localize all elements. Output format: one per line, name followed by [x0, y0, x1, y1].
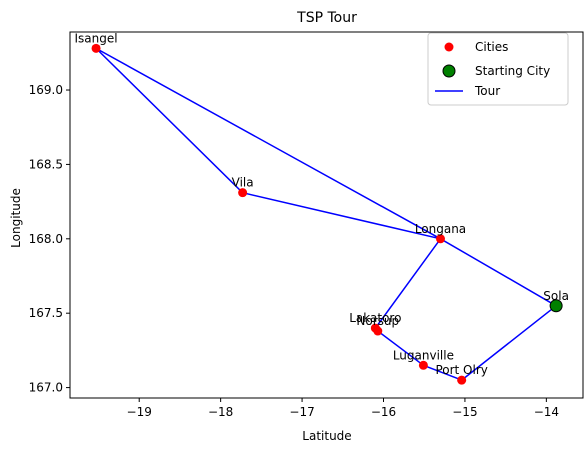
city-label: Port Olry: [435, 363, 487, 377]
y-tick-label: 168.0: [29, 232, 63, 246]
x-tick-label: −17: [289, 405, 314, 419]
x-tick-label: −19: [127, 405, 152, 419]
y-tick-label: 167.5: [29, 306, 63, 320]
y-axis-label: Longitude: [9, 188, 23, 248]
x-tick-label: −15: [452, 405, 477, 419]
tour-line-layer: [95, 47, 557, 381]
y-tick-label: 168.5: [29, 157, 63, 171]
city-point: [238, 188, 248, 198]
city-label: Sola: [543, 289, 569, 303]
tour-line: [95, 47, 557, 381]
x-tick-label: −14: [534, 405, 559, 419]
x-axis-label: Latitude: [302, 429, 351, 443]
legend-label: Tour: [474, 84, 500, 98]
legend-label: Cities: [475, 40, 508, 54]
legend-frame: [427, 32, 569, 106]
city-label: Isangel: [75, 31, 118, 45]
chart-title: TSP Tour: [296, 10, 357, 26]
city-point: [373, 326, 383, 336]
starting-city-point: [549, 299, 563, 313]
city-point: [91, 43, 101, 53]
city-label: Lakatoro: [349, 311, 401, 325]
city-label: Longana: [415, 222, 466, 236]
y-tick-label: 169.0: [29, 83, 63, 97]
y-tick-label: 167.0: [29, 381, 63, 395]
city-points-layer: [91, 43, 563, 385]
legend: Cities Starting City Tour: [427, 32, 569, 106]
city-point: [418, 360, 428, 370]
city-point: [457, 375, 467, 385]
x-tick-label: −16: [371, 405, 396, 419]
city-label: Vila: [232, 176, 254, 190]
legend-cities-marker: [444, 42, 454, 52]
city-label: Norsup: [356, 314, 399, 328]
y-axis-ticks: 167.0 167.5 168.0 168.5 169.0: [29, 83, 70, 395]
x-axis-ticks: −19 −18 −17 −16 −15 −14: [127, 398, 559, 419]
city-label: Luganville: [393, 348, 454, 362]
legend-label: Starting City: [475, 64, 550, 78]
axes-frame: [69, 31, 584, 399]
city-point: [436, 234, 445, 244]
x-tick-label: −18: [208, 405, 233, 419]
legend-start-marker: [442, 64, 456, 78]
